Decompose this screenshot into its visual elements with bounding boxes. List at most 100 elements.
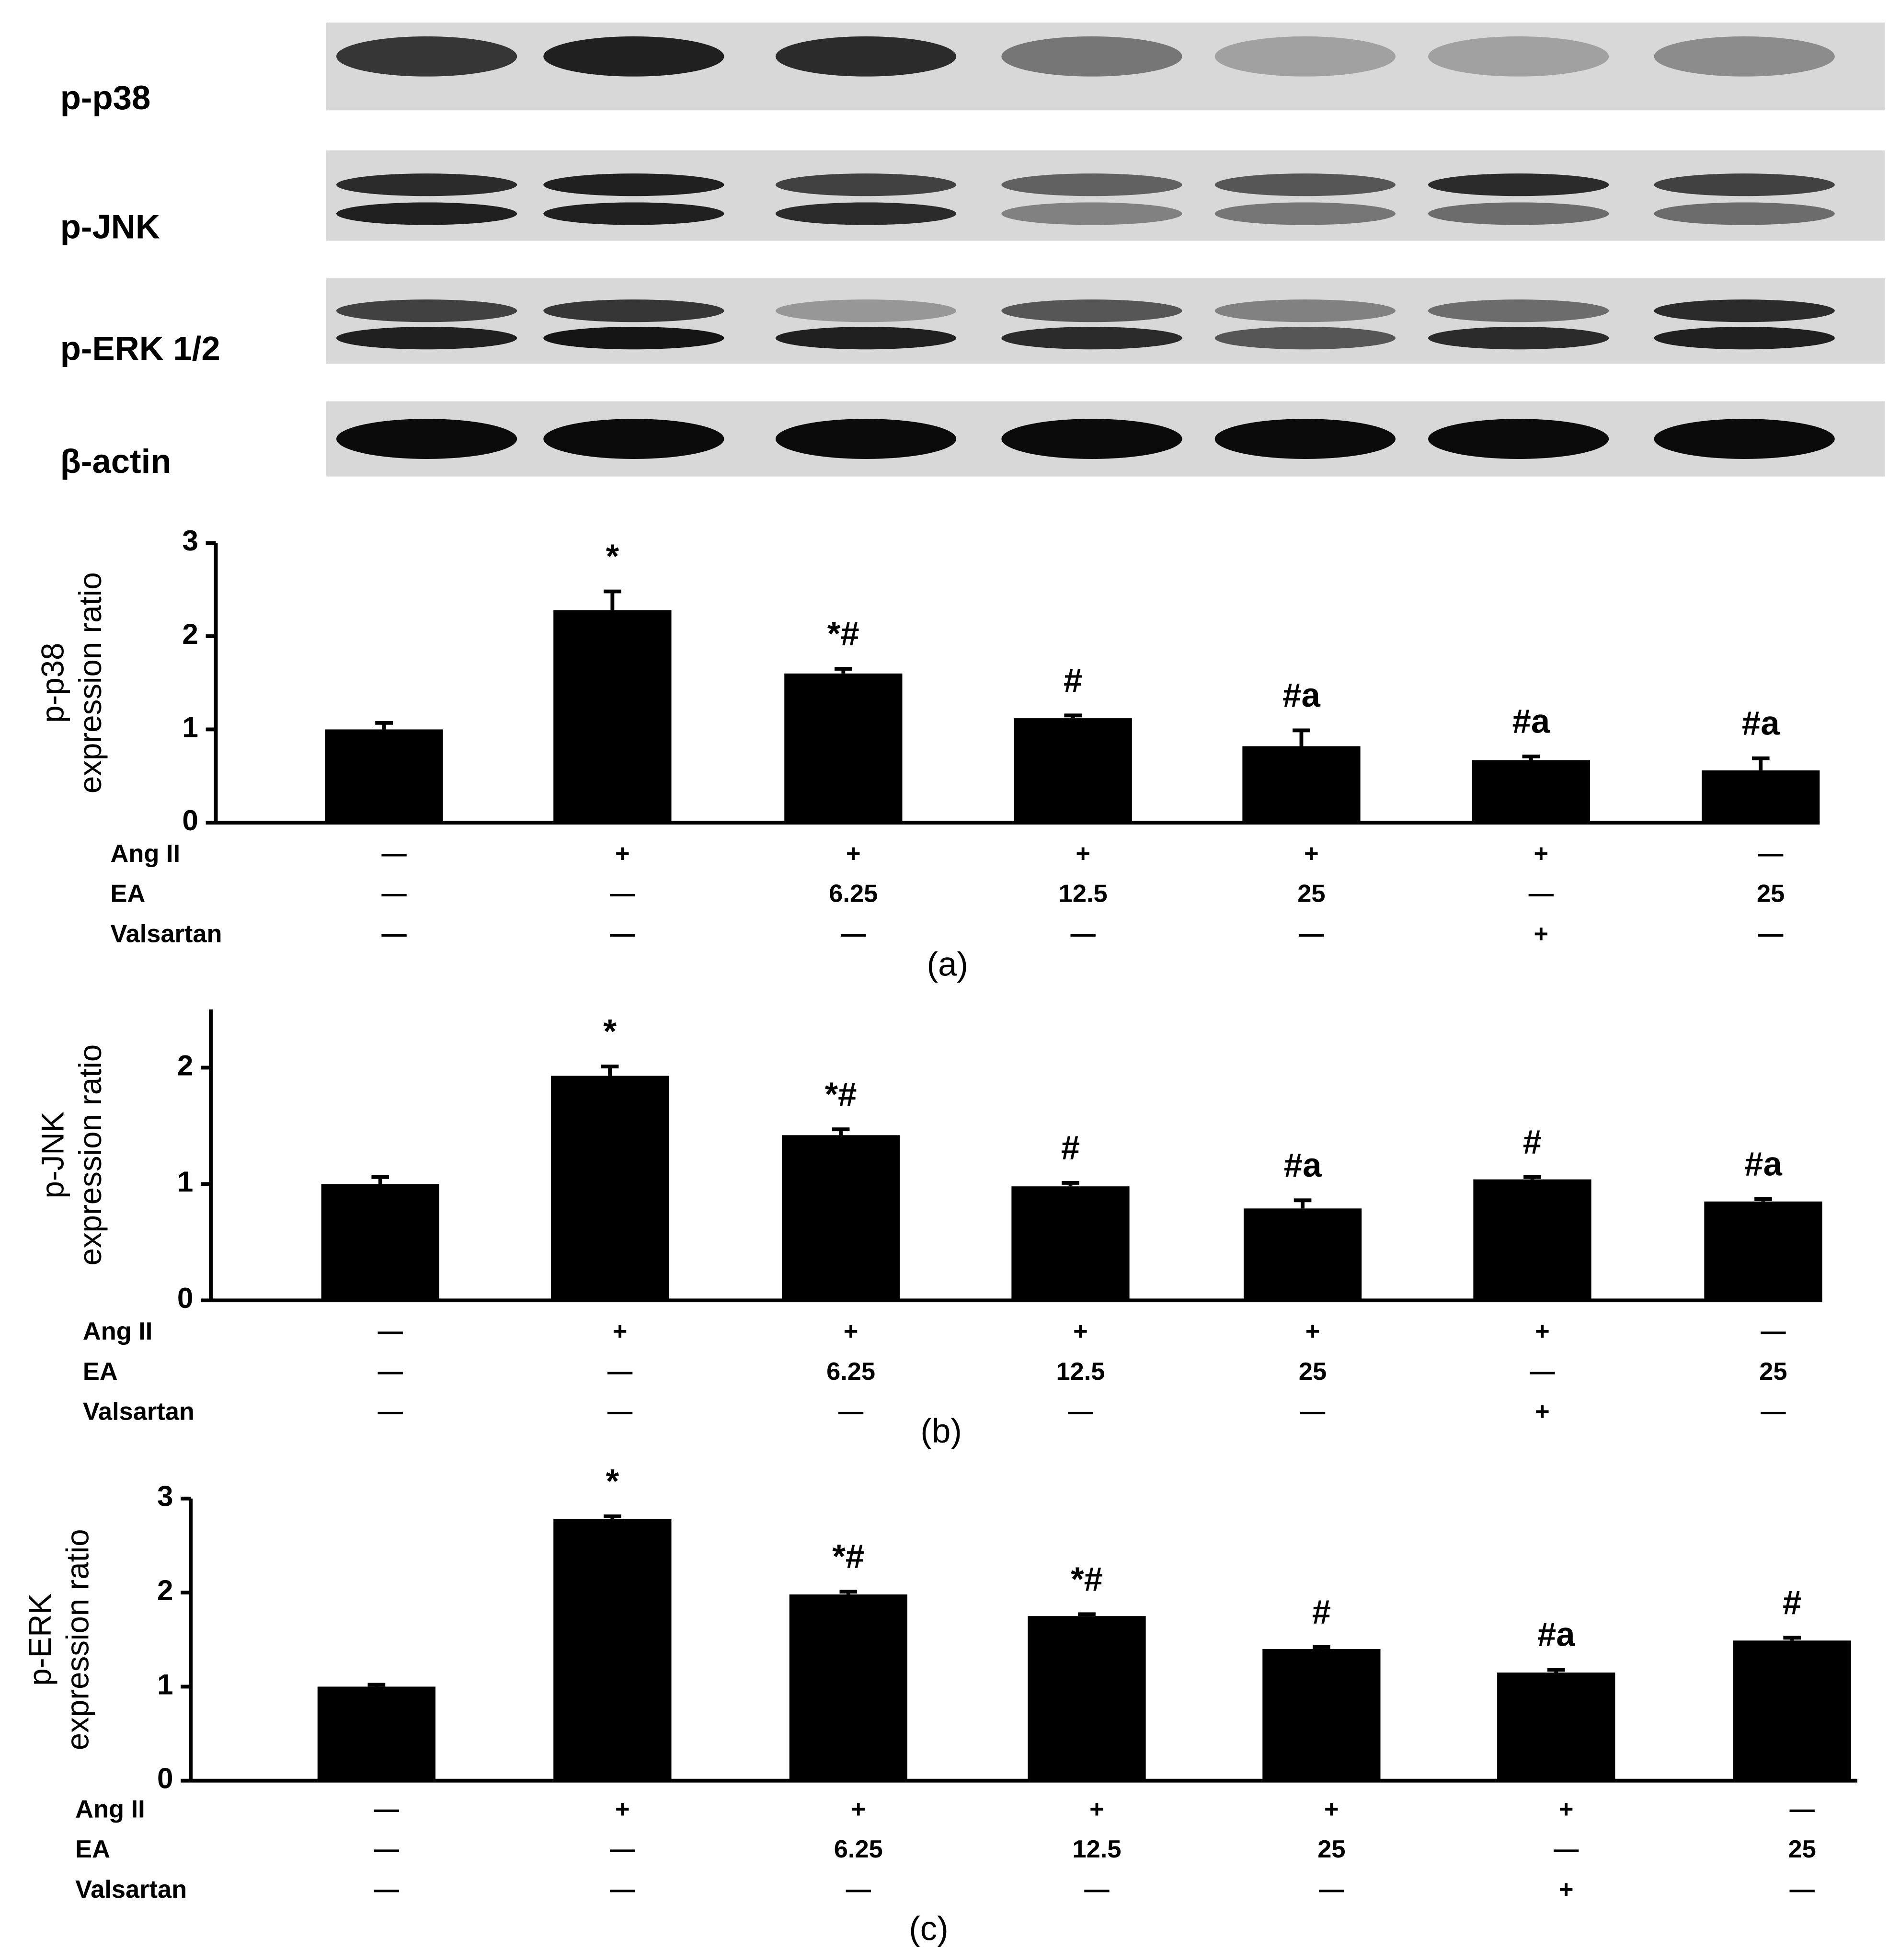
error-bar	[1522, 754, 1540, 760]
bar	[1014, 718, 1132, 823]
blot-band	[543, 36, 724, 77]
bar	[1473, 1179, 1591, 1301]
condition-value: +	[613, 1318, 628, 1345]
condition-name: Valsartan	[111, 920, 222, 948]
condition-value: —	[378, 1358, 403, 1386]
condition-value: +	[1089, 1795, 1104, 1823]
condition-value: —	[1530, 1358, 1555, 1386]
error-bar	[367, 1683, 386, 1687]
condition-value: —	[1529, 880, 1554, 908]
condition-value: —	[374, 1835, 400, 1863]
condition-value: 12.5	[1059, 880, 1108, 908]
condition-value: —	[374, 1876, 400, 1903]
condition-name: EA	[75, 1835, 110, 1863]
condition-value: 12.5	[1056, 1358, 1105, 1386]
condition-value: +	[1305, 1318, 1320, 1345]
error-bar	[832, 1127, 850, 1135]
error-bar	[371, 1175, 389, 1184]
y-tick-label: 0	[182, 804, 198, 837]
condition-name: Valsartan	[83, 1398, 195, 1426]
condition-value: —	[1070, 920, 1096, 948]
condition-value: —	[1789, 1876, 1815, 1903]
blot-band	[1214, 173, 1396, 196]
significance-label: #a	[1742, 704, 1780, 742]
y-axis-label: p-p38 expression ratio	[35, 572, 108, 793]
bar	[784, 673, 903, 823]
condition-name: Ang II	[75, 1795, 145, 1823]
condition-value: —	[1299, 920, 1324, 948]
blot-band	[1214, 419, 1396, 459]
condition-value: —	[841, 920, 866, 948]
condition-value: +	[846, 840, 861, 868]
y-axis-label-line: p-ERK	[23, 1593, 57, 1686]
y-tick-label: 1	[157, 1668, 173, 1700]
blot-label: β-actin	[60, 442, 172, 480]
blot-band	[1001, 419, 1182, 459]
significance-label: #a	[1537, 1616, 1575, 1653]
condition-value: —	[374, 1795, 400, 1823]
significance-label: *#	[832, 1537, 864, 1575]
error-bar	[1547, 1668, 1565, 1673]
condition-value: —	[381, 840, 407, 868]
y-axis-label-line: p-JNK	[35, 1112, 70, 1199]
error-bar	[1523, 1175, 1541, 1180]
condition-value: —	[1068, 1398, 1093, 1426]
error-bar	[1293, 728, 1310, 746]
condition-value: +	[615, 840, 630, 868]
y-axis-label-line: p-p38	[35, 643, 70, 723]
significance-label: *	[606, 1462, 619, 1500]
condition-value: +	[1324, 1795, 1339, 1823]
error-bar	[375, 721, 393, 730]
blot-band	[336, 36, 517, 77]
condition-value: —	[610, 1876, 635, 1903]
blot-band	[543, 299, 724, 322]
blot-band	[543, 419, 724, 459]
blot-band	[336, 299, 517, 322]
condition-value: —	[846, 1876, 871, 1903]
condition-value: 25	[1759, 1358, 1787, 1386]
condition-value: —	[607, 1398, 633, 1426]
blot-band	[336, 202, 517, 225]
y-tick-label: 2	[157, 1574, 173, 1606]
significance-label: #	[1061, 1129, 1080, 1167]
significance-label: #	[1523, 1123, 1542, 1160]
bar	[1472, 760, 1590, 823]
blot-band	[543, 327, 724, 350]
condition-value: —	[838, 1398, 864, 1426]
bar	[550, 1076, 669, 1301]
bar	[325, 729, 443, 823]
condition-value: —	[381, 880, 407, 908]
condition-value: 25	[1297, 880, 1325, 908]
condition-value: +	[844, 1318, 858, 1345]
significance-label: #a	[1282, 676, 1320, 714]
condition-value: +	[1534, 920, 1549, 948]
panel-label: (b)	[920, 1411, 961, 1449]
blot-band	[543, 202, 724, 225]
error-bar	[1754, 1197, 1772, 1202]
condition-value: 12.5	[1073, 1835, 1122, 1863]
error-bar	[1751, 756, 1770, 771]
error-bar	[604, 1514, 621, 1519]
blot-band	[1001, 173, 1182, 196]
panel-label: (a)	[927, 945, 968, 983]
condition-value: +	[851, 1795, 866, 1823]
y-axis-label: p-ERK expression ratio	[23, 1529, 95, 1750]
condition-value: —	[1761, 1398, 1786, 1426]
blot-band	[775, 36, 957, 77]
significance-label: #	[1312, 1593, 1331, 1631]
y-tick-label: 1	[177, 1165, 194, 1198]
condition-value: +	[1535, 1318, 1550, 1345]
condition-value: —	[1319, 1876, 1344, 1903]
blot-band	[1654, 419, 1835, 459]
blot-band	[1654, 173, 1835, 196]
condition-value: —	[1761, 1318, 1786, 1345]
y-axis-label-line: expression ratio	[73, 1044, 108, 1266]
condition-value: 25	[1788, 1835, 1816, 1863]
significance-label: #a	[1744, 1145, 1782, 1183]
error-bar	[604, 589, 621, 610]
blot-band	[775, 173, 957, 196]
condition-name: EA	[83, 1358, 118, 1386]
error-bar	[1062, 1181, 1079, 1187]
condition-value: +	[1559, 1795, 1574, 1823]
